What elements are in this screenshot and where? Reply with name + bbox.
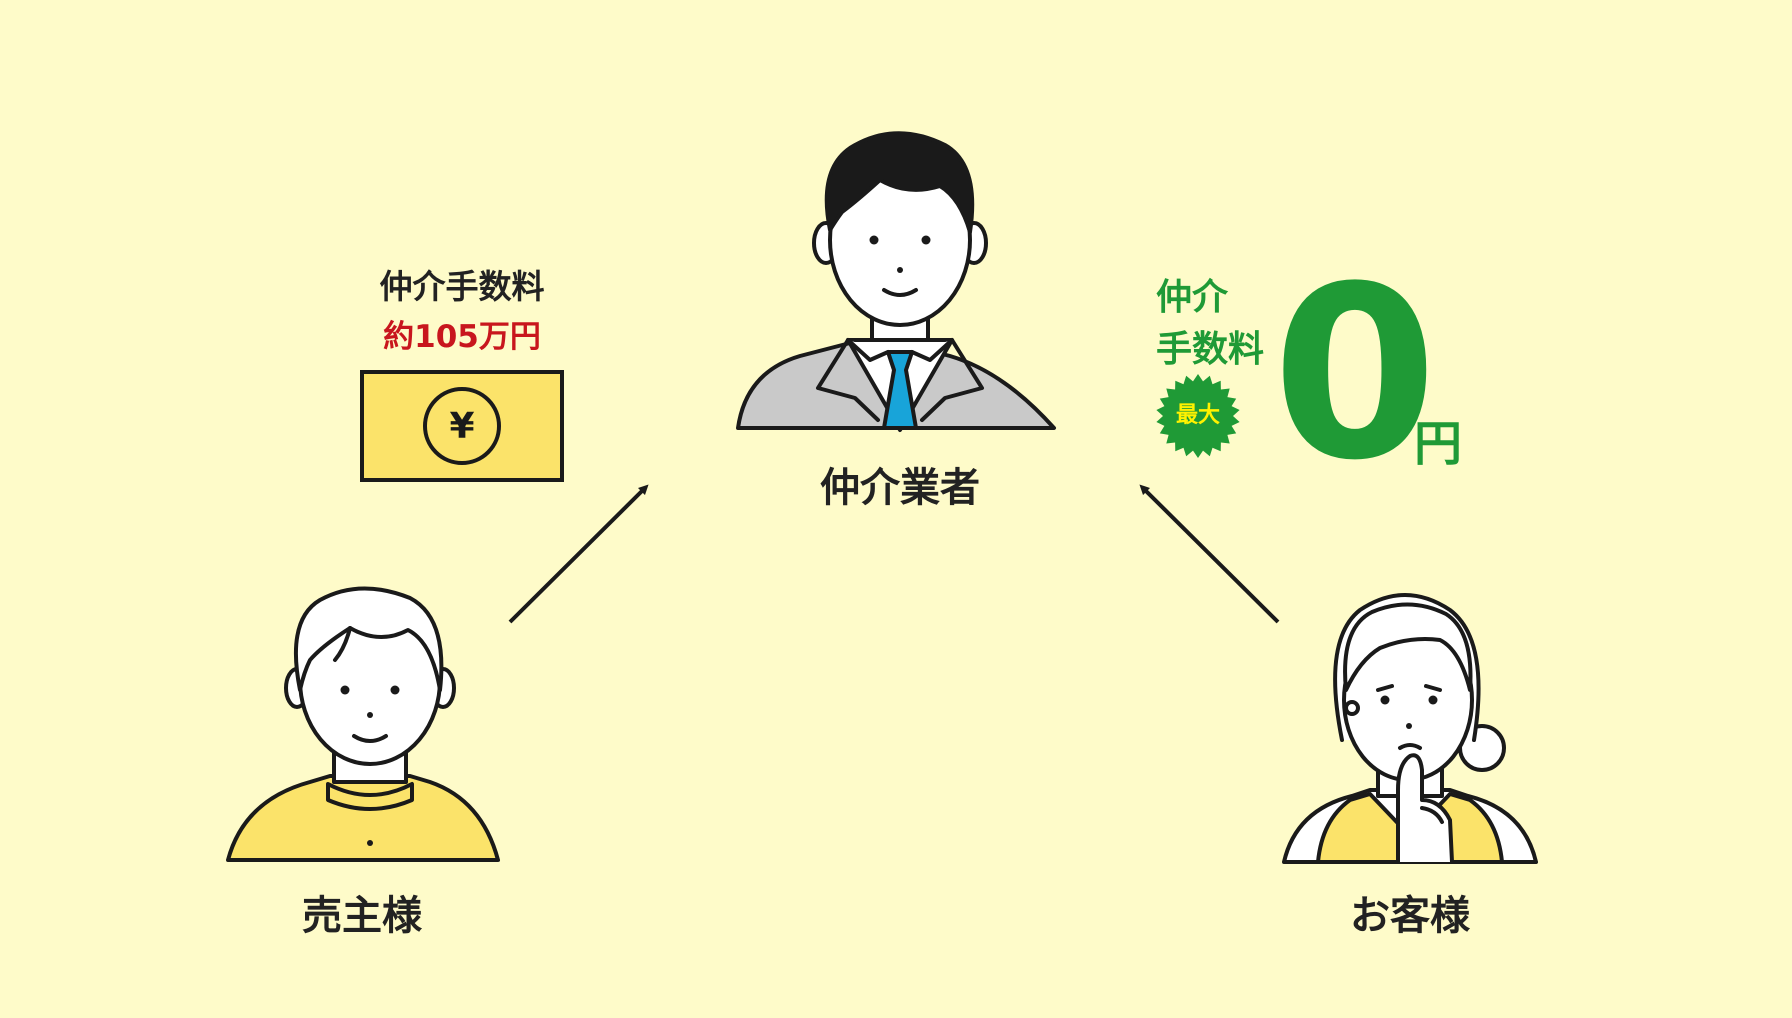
yen-symbol: ¥ bbox=[449, 406, 475, 447]
broker-label: 仲介業者 bbox=[820, 465, 980, 511]
man-icon bbox=[226, 586, 500, 862]
customer-fee-line1: 仲介 bbox=[1156, 277, 1229, 318]
thinking-woman-icon bbox=[1282, 593, 1538, 864]
banknote-yen-icon bbox=[360, 370, 564, 482]
customer-fee-line2: 手数料 bbox=[1156, 329, 1265, 370]
businessman-icon bbox=[736, 131, 1056, 432]
max-badge-label: 最大 bbox=[1175, 403, 1221, 428]
seller-fee-title: 仲介手数料 bbox=[379, 267, 545, 306]
starburst-badge-icon bbox=[1156, 374, 1240, 458]
fee-zero-value: 0 bbox=[1272, 236, 1438, 513]
seller-fee-amount: 約105万円 bbox=[383, 319, 541, 355]
customer-label: お客様 bbox=[1350, 893, 1470, 939]
arrow-up-icon bbox=[1139, 484, 1280, 624]
fee-yen-unit: 円 bbox=[1414, 416, 1463, 472]
arrow-up-icon bbox=[508, 484, 649, 624]
seller-label: 売主様 bbox=[302, 893, 422, 939]
